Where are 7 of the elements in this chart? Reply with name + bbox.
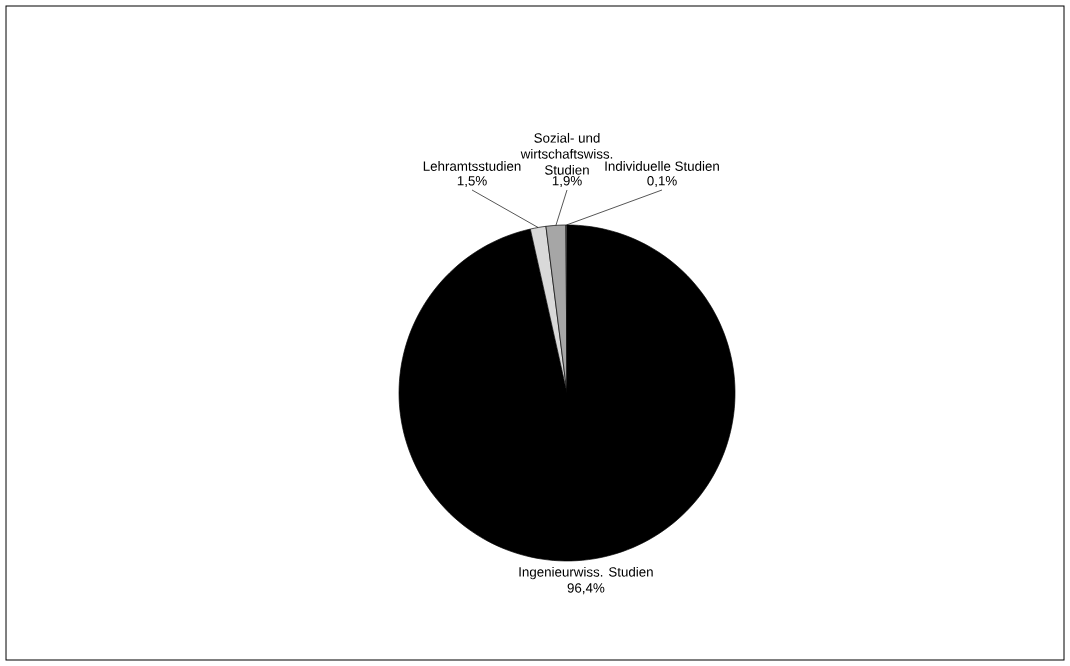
data-label: 0,1% bbox=[647, 176, 677, 188]
data-label: 1,9% bbox=[552, 176, 582, 188]
data-label: 1,5% bbox=[457, 176, 487, 188]
slice-label: Lehramtsstudien bbox=[423, 161, 521, 171]
slice-label: Individuelle Studien bbox=[605, 161, 719, 171]
slice-label: Ingenieurwiss. Studien bbox=[519, 566, 653, 580]
data-label: 96,4% bbox=[567, 583, 605, 595]
